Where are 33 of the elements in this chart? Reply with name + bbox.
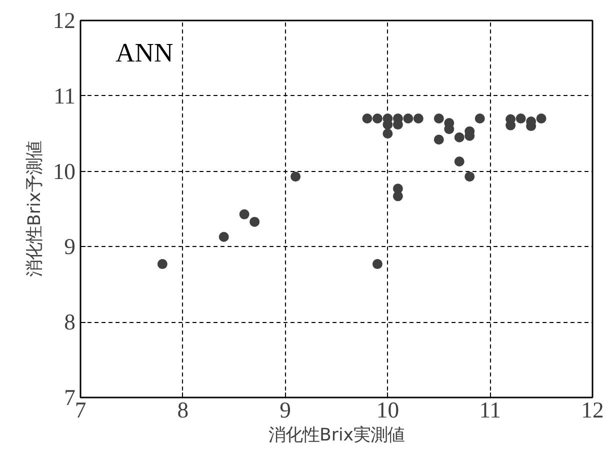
point (290, 172, 301, 182)
x-tick-label: 8 (177, 398, 189, 422)
x-axis-title: 消化性Brix実測値 (268, 426, 405, 446)
point (362, 114, 372, 124)
point (454, 132, 464, 142)
y-axis-title: 消化性Brix予測値 (24, 140, 45, 278)
annotation: ANN (116, 38, 174, 68)
point (372, 114, 382, 124)
point (372, 259, 382, 270)
point (250, 216, 260, 227)
point (516, 114, 526, 124)
point (434, 134, 444, 145)
x-tick-label: 9 (280, 398, 291, 422)
point (464, 172, 475, 182)
point (434, 114, 444, 124)
point (403, 114, 414, 124)
y-tick-label: 12 (52, 8, 76, 33)
point (454, 156, 464, 166)
y-tick-label: 11 (54, 83, 76, 108)
point (157, 259, 168, 270)
x-tick-label: 10 (376, 398, 400, 422)
point (392, 191, 403, 202)
point (382, 128, 393, 139)
y-tick-label: 9 (64, 234, 76, 260)
point (218, 232, 229, 242)
point (536, 114, 546, 124)
y-tick-label: 10 (52, 158, 76, 184)
y-tick-label: 8 (64, 310, 76, 335)
point (413, 114, 424, 124)
point (239, 209, 250, 220)
point (474, 114, 485, 124)
x-tick-label: 12 (581, 398, 604, 422)
x-tick-label: 11 (479, 398, 502, 422)
